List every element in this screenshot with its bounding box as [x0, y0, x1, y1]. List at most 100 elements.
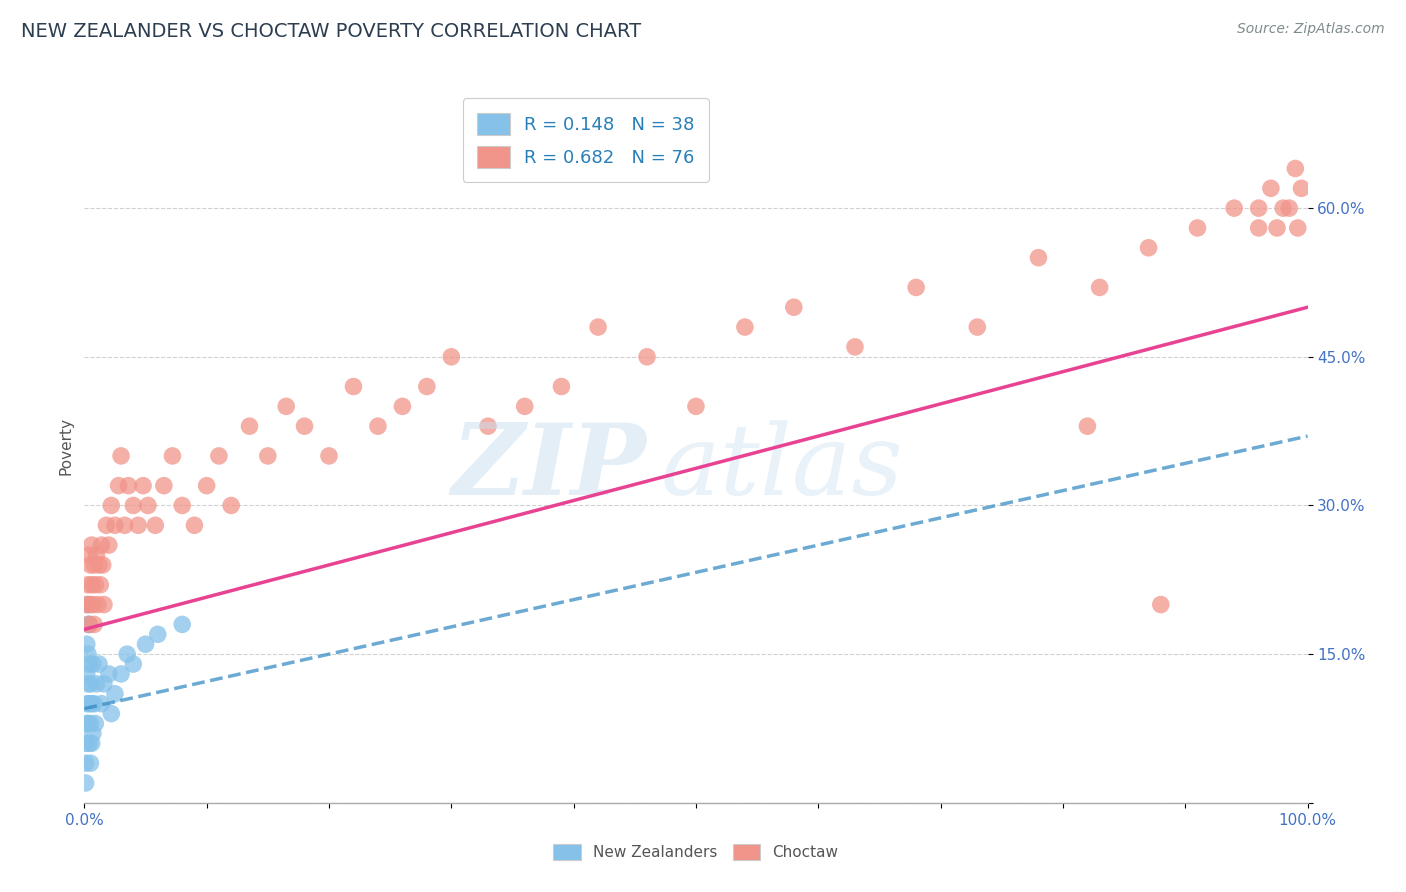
- Point: [77, 578, 100, 592]
- Point: [685, 400, 707, 414]
- Point: [966, 320, 988, 334]
- Text: ZIP: ZIP: [451, 419, 647, 516]
- Point: [127, 518, 149, 533]
- Point: [342, 379, 364, 393]
- Point: [82, 657, 104, 671]
- Point: [117, 478, 139, 492]
- Point: [76, 598, 98, 612]
- Point: [1284, 161, 1306, 176]
- Point: [367, 419, 389, 434]
- Point: [135, 637, 157, 651]
- Point: [83, 697, 105, 711]
- Point: [146, 627, 169, 641]
- Point: [1076, 419, 1098, 434]
- Point: [172, 499, 194, 513]
- Point: [318, 449, 340, 463]
- Point: [79, 756, 101, 771]
- Point: [550, 379, 572, 393]
- Point: [75, 756, 97, 771]
- Point: [477, 419, 499, 434]
- Point: [1028, 251, 1050, 265]
- Point: [97, 538, 120, 552]
- Point: [208, 449, 231, 463]
- Point: [83, 617, 105, 632]
- Point: [100, 706, 122, 721]
- Point: [122, 657, 145, 671]
- Point: [162, 449, 184, 463]
- Point: [110, 449, 132, 463]
- Point: [77, 697, 100, 711]
- Point: [513, 400, 536, 414]
- Point: [114, 518, 136, 533]
- Point: [257, 449, 280, 463]
- Point: [80, 697, 103, 711]
- Point: [90, 697, 112, 711]
- Point: [77, 657, 100, 671]
- Point: [97, 667, 120, 681]
- Point: [183, 518, 205, 533]
- Point: [276, 400, 298, 414]
- Point: [586, 320, 609, 334]
- Text: Source: ZipAtlas.com: Source: ZipAtlas.com: [1237, 22, 1385, 37]
- Point: [89, 578, 111, 592]
- Point: [76, 716, 98, 731]
- Point: [75, 776, 97, 790]
- Point: [1247, 201, 1270, 215]
- Point: [79, 677, 101, 691]
- Point: [1137, 241, 1160, 255]
- Point: [110, 667, 132, 681]
- Point: [82, 726, 104, 740]
- Point: [87, 558, 110, 572]
- Point: [104, 687, 127, 701]
- Point: [844, 340, 866, 354]
- Point: [153, 478, 176, 492]
- Point: [83, 558, 105, 572]
- Point: [104, 518, 127, 533]
- Point: [172, 617, 194, 632]
- Point: [1286, 221, 1309, 235]
- Point: [1291, 181, 1313, 195]
- Point: [86, 548, 108, 562]
- Point: [115, 647, 138, 661]
- Point: [77, 677, 100, 691]
- Point: [219, 499, 242, 513]
- Point: [107, 478, 129, 492]
- Point: [1150, 598, 1173, 612]
- Point: [77, 716, 100, 731]
- Point: [1247, 221, 1270, 235]
- Point: [294, 419, 316, 434]
- Point: [91, 558, 114, 572]
- Point: [440, 350, 463, 364]
- Point: [1278, 201, 1301, 215]
- Point: [84, 578, 107, 592]
- Point: [77, 647, 100, 661]
- Point: [93, 598, 115, 612]
- Point: [80, 736, 103, 750]
- Point: [1088, 280, 1111, 294]
- Text: atlas: atlas: [661, 420, 903, 515]
- Point: [143, 518, 166, 533]
- Point: [76, 697, 98, 711]
- Point: [905, 280, 928, 294]
- Point: [96, 518, 118, 533]
- Point: [77, 617, 100, 632]
- Point: [82, 598, 104, 612]
- Point: [238, 419, 260, 434]
- Point: [77, 598, 100, 612]
- Point: [100, 499, 122, 513]
- Point: [76, 667, 98, 681]
- Point: [80, 578, 103, 592]
- Point: [1272, 201, 1295, 215]
- Point: [79, 598, 101, 612]
- Point: [77, 736, 100, 750]
- Point: [76, 637, 98, 651]
- Point: [79, 558, 101, 572]
- Point: [79, 716, 101, 731]
- Point: [87, 657, 110, 671]
- Y-axis label: Poverty: Poverty: [58, 417, 73, 475]
- Point: [77, 617, 100, 632]
- Point: [75, 736, 97, 750]
- Point: [87, 598, 110, 612]
- Point: [93, 677, 115, 691]
- Point: [77, 617, 100, 632]
